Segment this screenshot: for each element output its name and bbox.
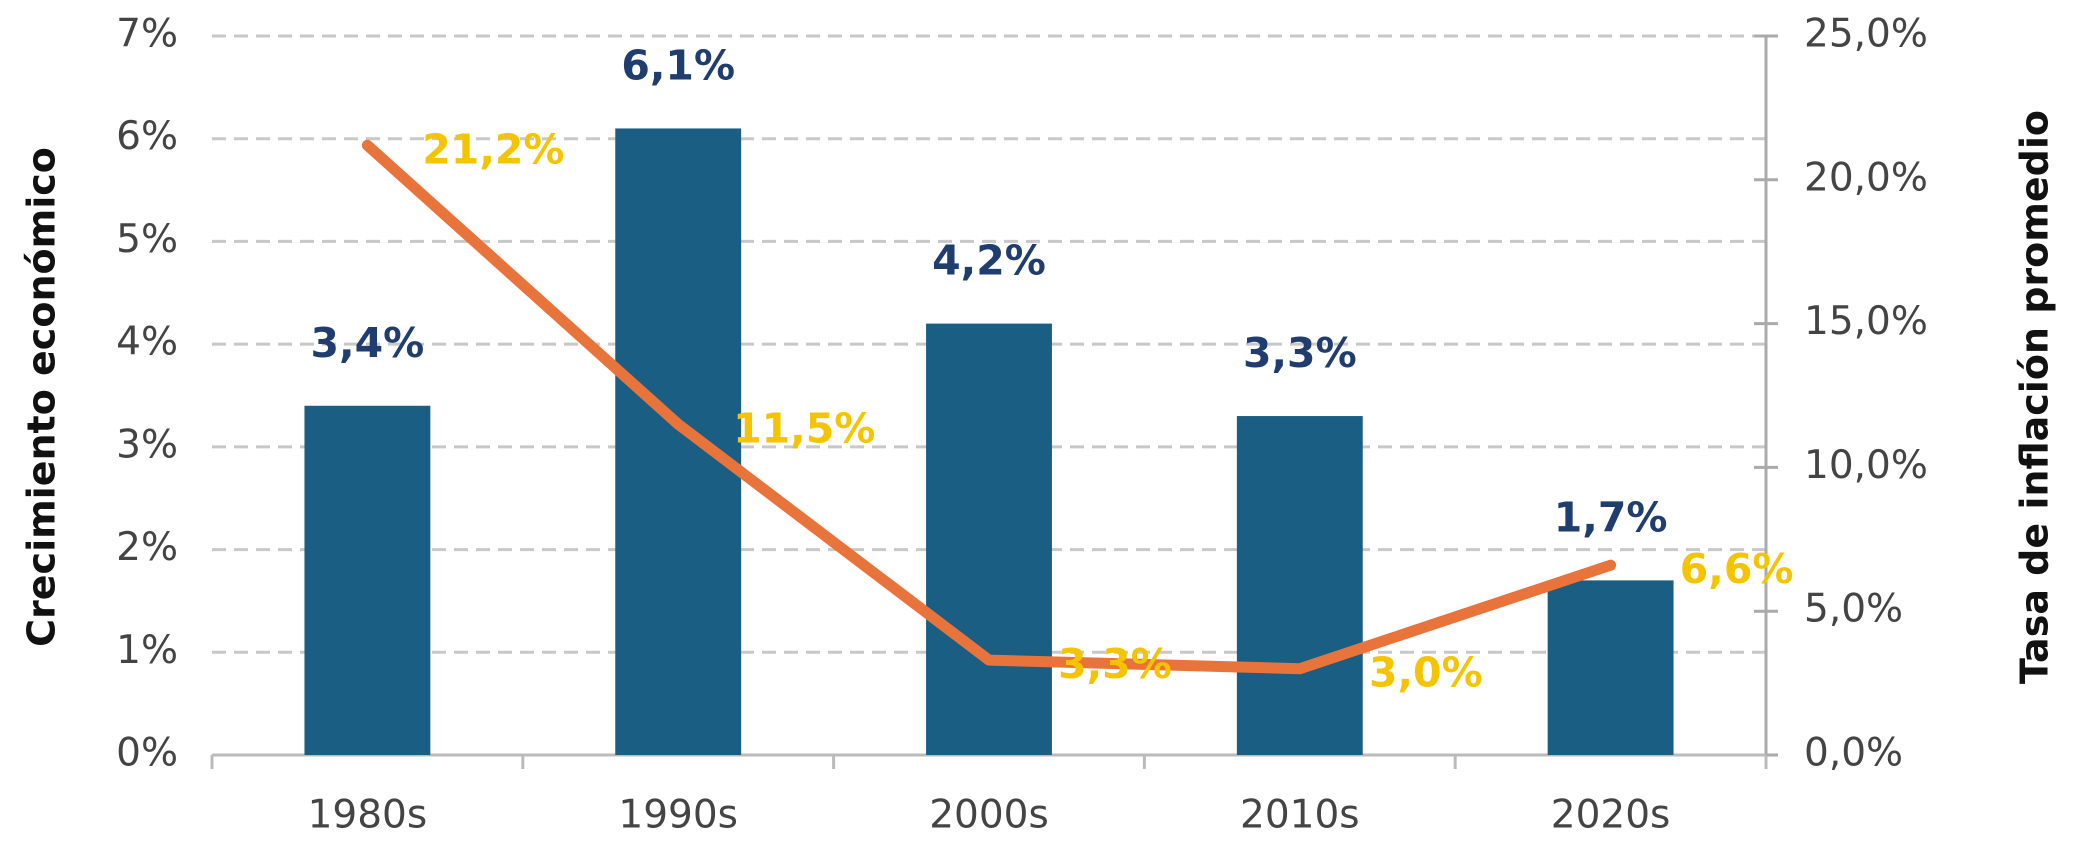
y2-tick-label: 20,0% <box>1804 155 1928 200</box>
y2-tick-label: 5,0% <box>1804 587 1903 632</box>
x-tick-label: 1980s <box>308 793 428 838</box>
bar-value-label: 3,3% <box>1243 329 1357 377</box>
bar-value-label: 6,1% <box>621 41 735 89</box>
line-value-label: 3,3% <box>1058 640 1172 688</box>
bar-value-label: 4,2% <box>932 237 1046 285</box>
x-tick-label: 2010s <box>1240 793 1360 838</box>
bar <box>1547 580 1674 755</box>
y2-tick-label: 15,0% <box>1804 299 1928 344</box>
bar <box>1236 416 1363 755</box>
bar <box>615 128 742 755</box>
y2-axis-title: Tasa de inflación promedio <box>2013 110 2057 684</box>
y-tick-label: 1% <box>116 628 178 673</box>
x-tick-label: 2020s <box>1551 793 1671 838</box>
y-axis-title: Crecimiento económico <box>20 147 64 647</box>
y2-tick-label: 25,0% <box>1804 12 1928 57</box>
y-tick-label: 0% <box>116 731 178 776</box>
bar-value-label: 1,7% <box>1554 493 1668 541</box>
y-tick-label: 5% <box>116 217 178 262</box>
bar <box>304 405 431 755</box>
y-tick-label: 6% <box>116 114 178 159</box>
y-tick-label: 3% <box>116 422 178 467</box>
y-tick-label: 2% <box>116 525 178 570</box>
x-tick-label: 1990s <box>618 793 738 838</box>
line-value-label: 6,6% <box>1680 545 1794 593</box>
line-value-label: 11,5% <box>733 404 875 452</box>
bar <box>926 323 1052 755</box>
y2-tick-label: 10,0% <box>1804 443 1928 488</box>
bar-value-label: 3,4% <box>311 319 425 367</box>
y-tick-label: 7% <box>116 12 178 57</box>
y-tick-label: 4% <box>116 320 178 365</box>
line <box>361 139 1617 675</box>
y2-tick-label: 0,0% <box>1804 731 1903 776</box>
x-tick-label: 2000s <box>929 793 1049 838</box>
line-value-label: 21,2% <box>422 125 564 173</box>
line-value-label: 3,0% <box>1369 649 1483 697</box>
